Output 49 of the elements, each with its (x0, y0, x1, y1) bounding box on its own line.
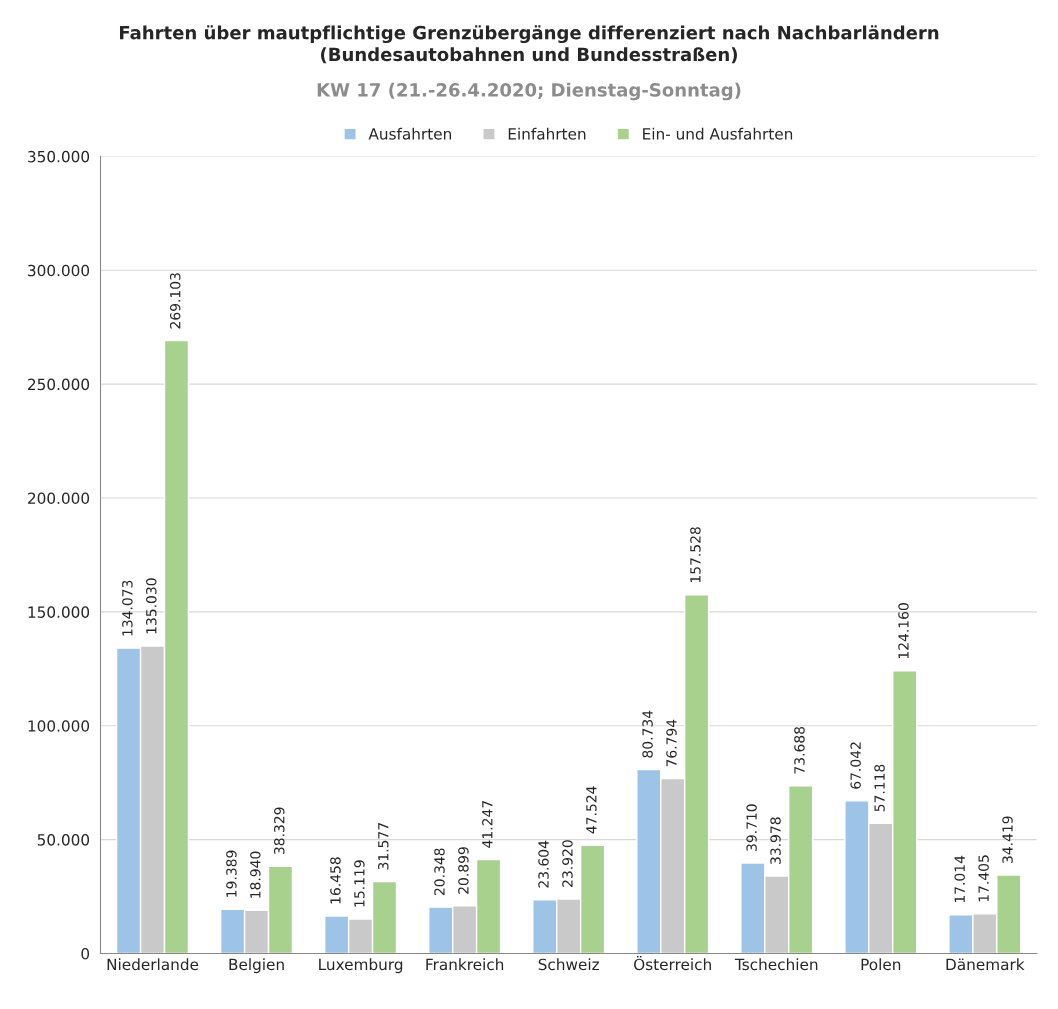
data-label: 16.458 (330, 857, 341, 904)
data-label: 17.014 (954, 855, 965, 903)
data-label: 134.073 (122, 580, 133, 636)
data-label: 20.348 (434, 848, 445, 896)
chart-title: Fahrten über mautpflichtige Grenzübergänge differenziert nach Nachbarländern (Bundesautobahnen und Bundesstraßen) (119, 25, 939, 64)
data-label: 31.577 (378, 823, 389, 870)
x-tick-label: Tschechien (734, 958, 818, 971)
x-tick-label: Frankreich (426, 958, 504, 971)
data-label: 23.920 (562, 840, 573, 887)
legend-label: Ein- und Ausfahrten (643, 127, 793, 140)
data-label: 17.405 (978, 855, 989, 902)
data-label: 41.247 (482, 801, 493, 848)
data-label: 39.710 (746, 804, 757, 851)
x-tick-label: Österreich (634, 956, 711, 971)
chart-subtitle: KW 17 (21.-26.4.2020; Dienstag-Sonntag) (317, 82, 741, 101)
legend-label: Einfahrten (508, 127, 586, 140)
legend-label: Ausfahrten (368, 127, 451, 140)
data-label: 47.524 (586, 786, 597, 834)
data-label: 80.734 (642, 710, 653, 758)
x-tick-label: Polen (861, 958, 901, 971)
x-tick-label: Dänemark (946, 958, 1025, 971)
data-label: 157.528 (690, 527, 701, 583)
x-tick-label: Belgien (229, 958, 284, 974)
data-label: 67.042 (850, 742, 861, 789)
data-label: 33.978 (770, 817, 781, 864)
y-tick-label: 50.000 (37, 834, 90, 846)
data-label: 20.899 (458, 847, 469, 894)
y-tick-label: 250.000 (28, 378, 90, 391)
x-tick-label: Luxemburg (319, 958, 403, 974)
y-tick-label: 200.000 (28, 492, 90, 505)
x-tick-label: Schweiz (538, 958, 599, 971)
data-label: 76.794 (666, 719, 677, 767)
x-tick-label: Niederlande (107, 958, 199, 971)
data-label: 73.688 (794, 726, 805, 774)
y-tick-label: 300.000 (28, 264, 90, 277)
y-tick-label: 0 (81, 947, 90, 960)
data-label: 23.604 (538, 840, 549, 888)
data-label: 18.940 (250, 851, 261, 898)
data-label: 57.118 (874, 764, 885, 812)
data-label: 34.419 (1002, 816, 1013, 863)
y-tick-label: 150.000 (28, 606, 90, 618)
data-label: 124.160 (898, 603, 909, 659)
data-label: 19.389 (226, 850, 237, 897)
y-tick-label: 350.000 (28, 150, 90, 163)
data-label: 15.119 (354, 860, 365, 907)
y-tick-label: 100.000 (28, 720, 90, 732)
data-label: 135.030 (146, 578, 157, 634)
data-label: 269.103 (169, 273, 181, 329)
data-label: 38.329 (274, 807, 285, 855)
